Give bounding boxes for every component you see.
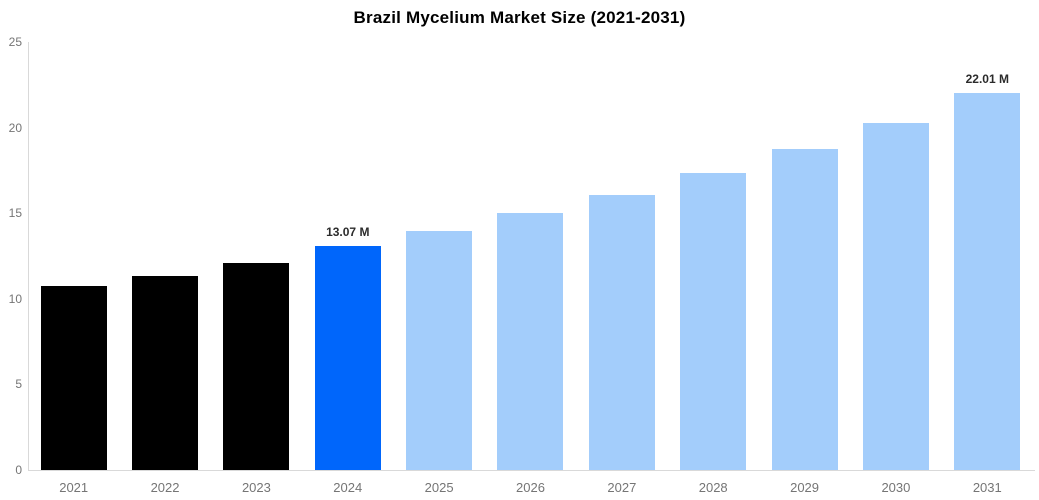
- x-axis-label: 2024: [333, 480, 363, 495]
- chart-title: Brazil Mycelium Market Size (2021-2031): [353, 8, 686, 27]
- x-axis-label: 2031: [972, 480, 1002, 495]
- y-tick-label: 25: [8, 35, 22, 49]
- x-axis-label: 2028: [698, 480, 728, 495]
- bar-group: 22.01 M 2031: [942, 42, 1033, 495]
- bar-2029[interactable]: [771, 148, 838, 470]
- bar-2025[interactable]: [406, 230, 473, 470]
- bar-group: 2027: [576, 42, 667, 495]
- bar-group: 2026: [485, 42, 576, 495]
- bar-2023[interactable]: [223, 262, 290, 470]
- bar-2027[interactable]: [588, 194, 655, 470]
- bar-group: 2028: [668, 42, 759, 495]
- x-axis-label: 2023: [241, 480, 271, 495]
- x-axis-label: 2025: [424, 480, 454, 495]
- bar-group: 2022: [119, 42, 210, 495]
- bar-2024[interactable]: [314, 246, 381, 470]
- plot-area: 2021 2022 2023 13.07 M 2024 2025 2026 2027 2028 2…: [28, 42, 1033, 495]
- bar-2030[interactable]: [862, 122, 929, 470]
- x-axis-label: 2027: [607, 480, 637, 495]
- y-axis: 0 5 10 15 20 25: [0, 35, 22, 477]
- bar-2028[interactable]: [680, 172, 747, 470]
- bar-2031[interactable]: [954, 93, 1021, 470]
- bar-group: 2023: [211, 42, 302, 495]
- x-axis-label: 2022: [150, 480, 180, 495]
- bar-value-label: 22.01 M: [965, 72, 1009, 87]
- bar-2021[interactable]: [40, 286, 107, 470]
- x-axis-label: 2026: [516, 480, 545, 495]
- y-axis-line: [28, 42, 29, 470]
- bars-container: 2021 2022 2023 13.07 M 2024 2025 2026 2027 2028 2…: [28, 42, 1033, 495]
- y-tick-label: 15: [8, 206, 22, 221]
- x-axis-label: 2029: [790, 480, 820, 495]
- y-tick-label: 0: [15, 463, 22, 477]
- bar-group: 2029: [759, 42, 850, 495]
- bar-value-label: 13.07 M: [326, 225, 370, 240]
- y-tick-label: 5: [15, 377, 22, 392]
- bar-group: 2025: [393, 42, 484, 495]
- x-axis-line: [28, 470, 1035, 471]
- bar-group: 2030: [850, 42, 941, 495]
- bar-group: 2021: [28, 42, 119, 495]
- x-axis-label: 2021: [59, 480, 89, 495]
- y-tick-label: 10: [8, 291, 22, 306]
- bar-2026[interactable]: [497, 212, 564, 470]
- x-axis-label: 2030: [881, 480, 911, 495]
- y-tick-label: 20: [8, 120, 22, 135]
- bar-2022[interactable]: [132, 275, 199, 470]
- bar-group: 13.07 M 2024: [302, 42, 393, 495]
